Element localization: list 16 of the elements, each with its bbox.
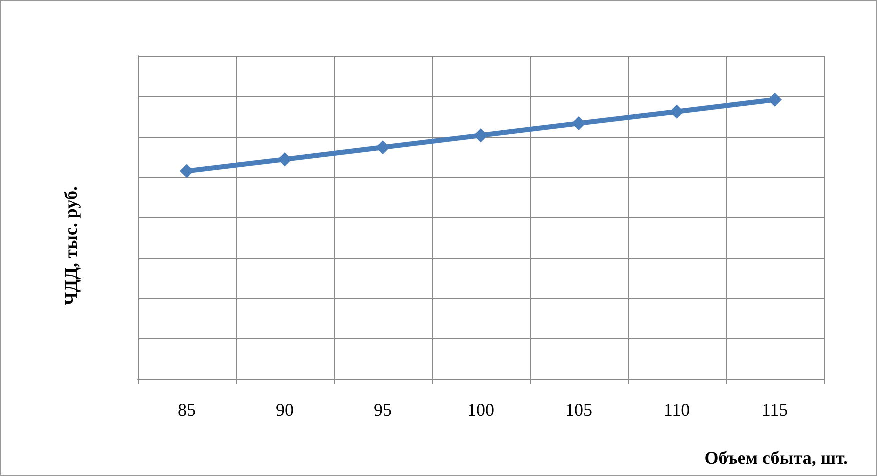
point [180,164,194,178]
point [376,140,390,155]
point [278,152,292,167]
x-tick-label: 90 [276,400,294,420]
x-axis-title: Объем сбыта, шт. [704,448,848,468]
x-tick-label: 110 [664,400,690,420]
point [474,128,488,143]
y-axis-title: ЧДД, тыс. руб. [61,186,81,306]
x-tick-label: 85 [178,400,196,420]
point [572,116,586,131]
x-tick-label: 105 [566,400,592,420]
x-tick-label: 100 [468,400,494,420]
x-tick-label: 95 [374,400,392,420]
x-tick-label: 115 [762,400,788,420]
point [670,104,684,119]
point [768,92,782,107]
